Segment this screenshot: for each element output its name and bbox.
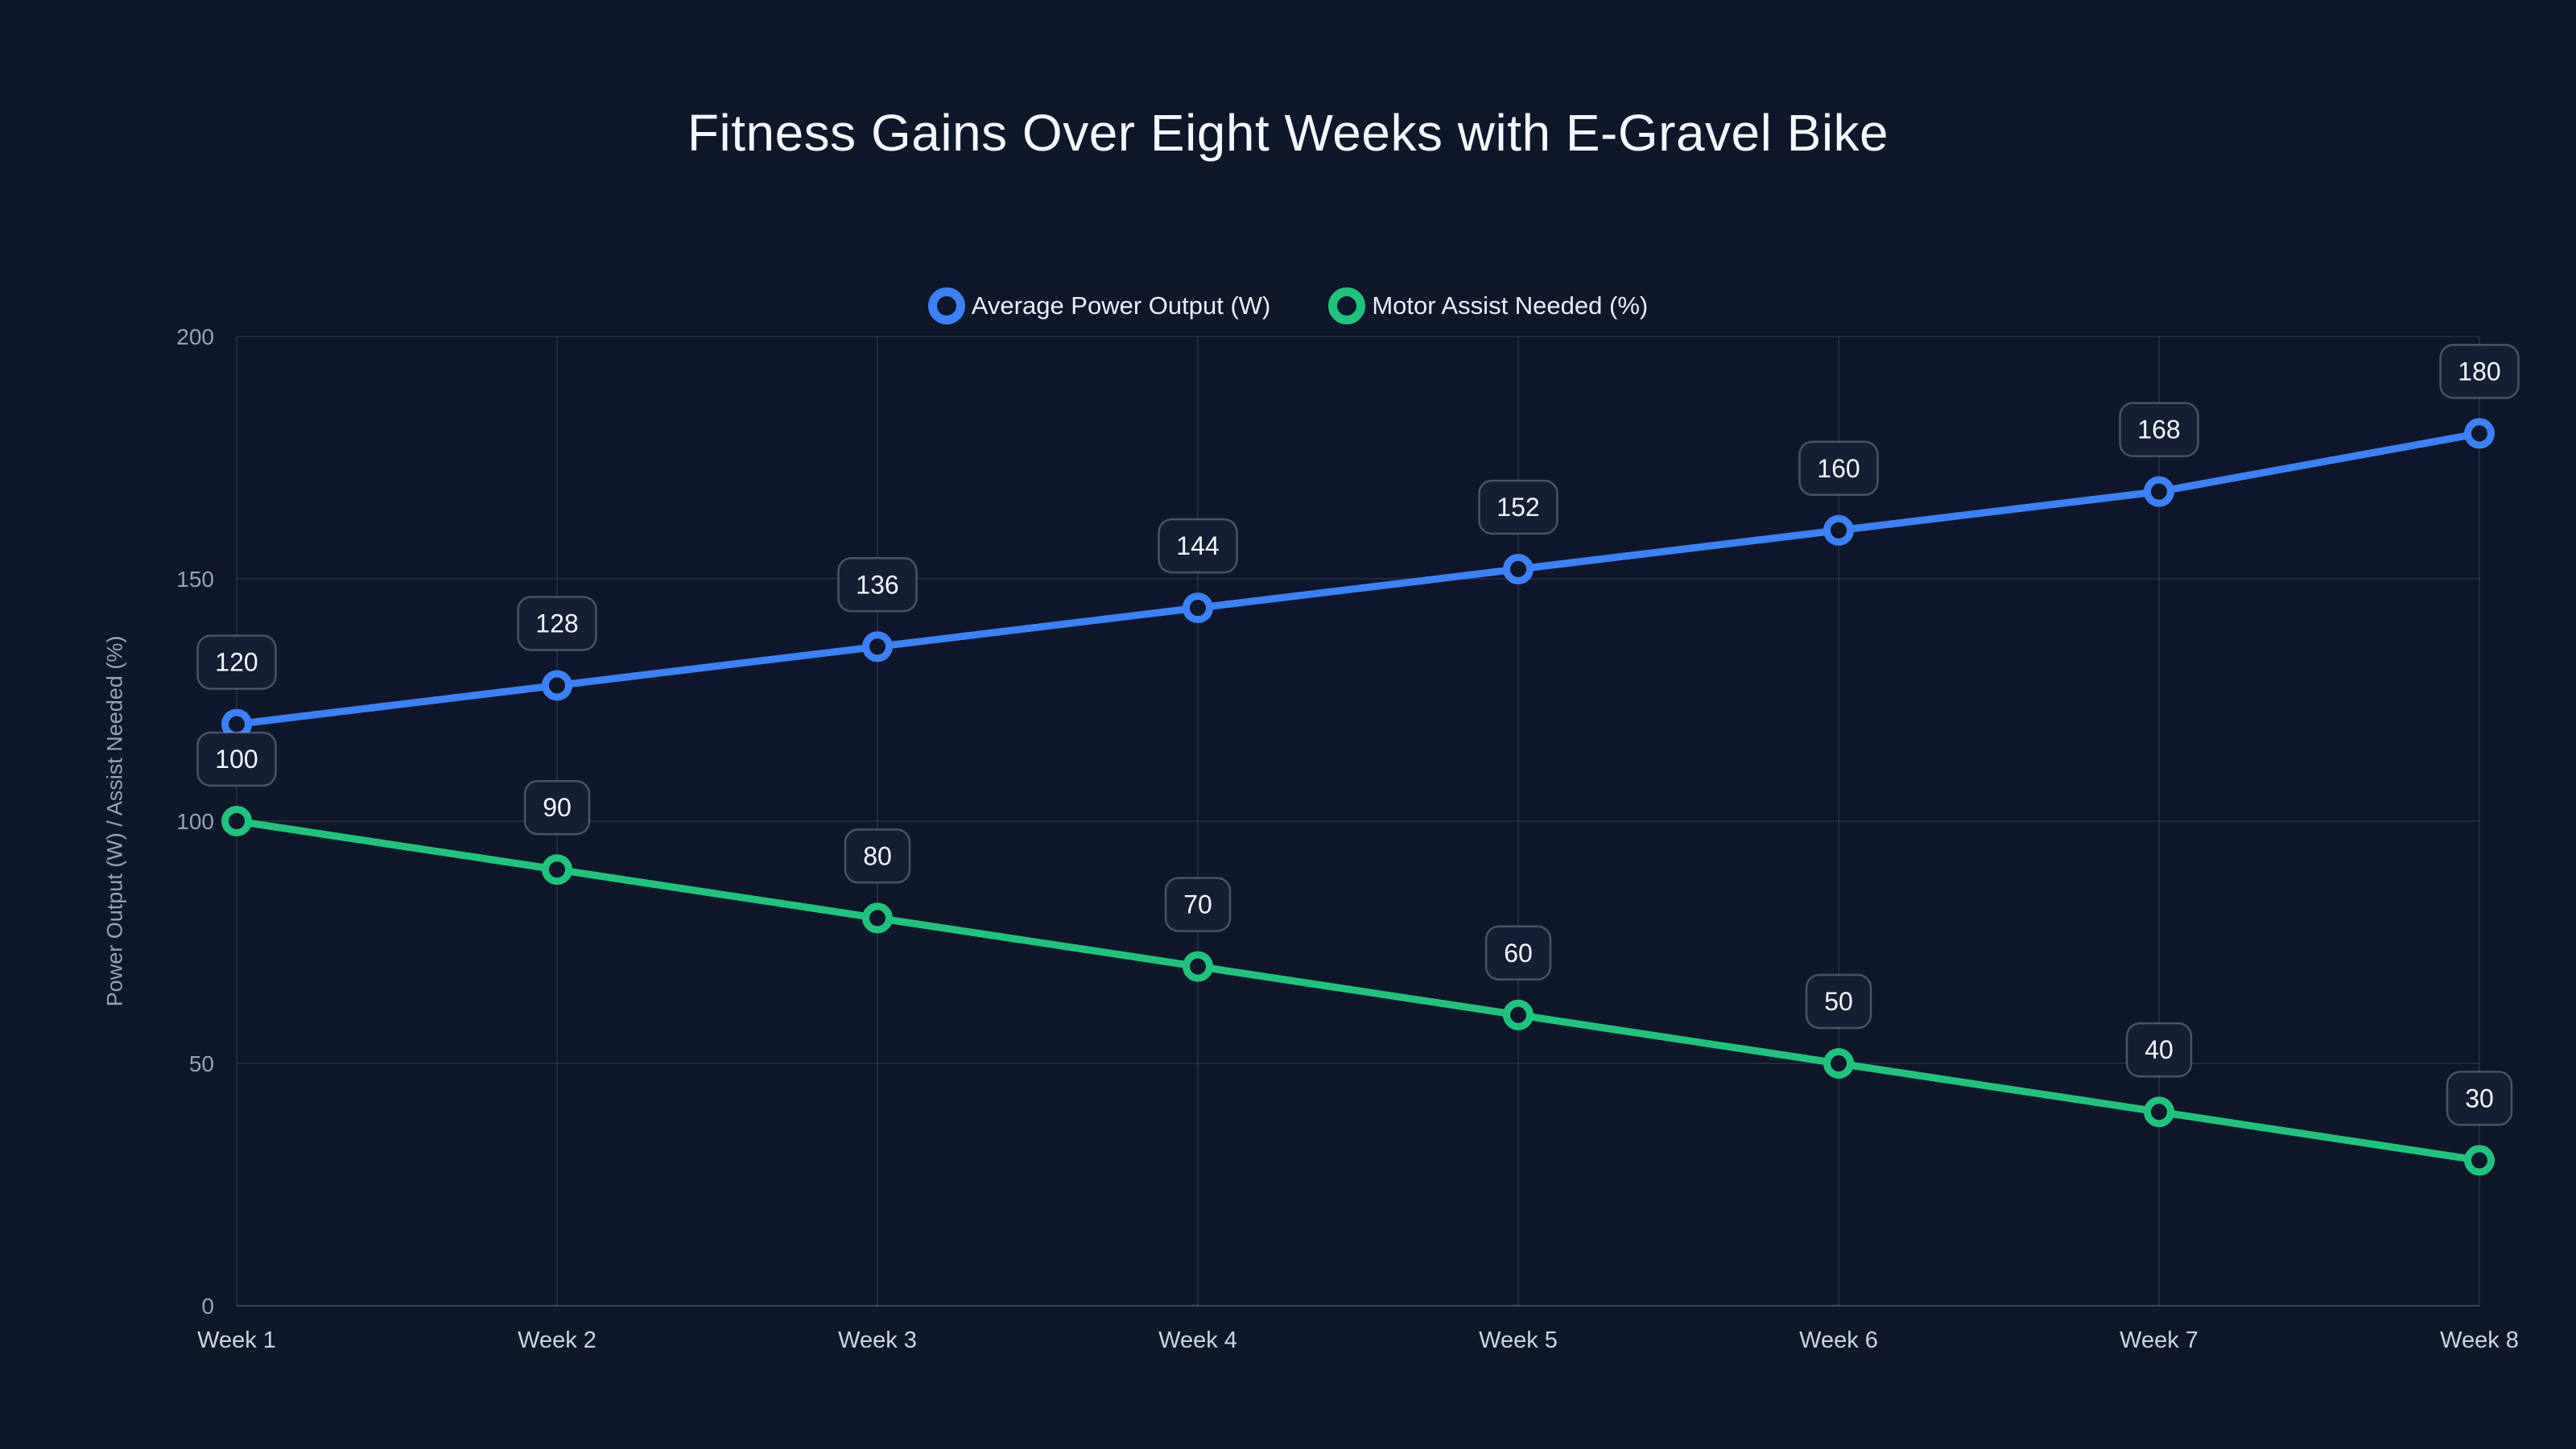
data-label: 70 (1183, 890, 1212, 919)
data-label: 50 (1824, 987, 1853, 1016)
legend-item-average-power-output[interactable]: Average Power Output (W) (927, 287, 1271, 324)
x-tick-label: Week 5 (1479, 1327, 1558, 1353)
x-tick-label: Week 2 (518, 1327, 597, 1353)
data-label: 152 (1496, 493, 1539, 522)
data-label-box (517, 596, 597, 651)
chart-title: Fitness Gains Over Eight Weeks with E-Gr… (687, 104, 1889, 162)
data-label: 180 (2458, 357, 2500, 386)
x-tick-label: Week 6 (1799, 1327, 1878, 1353)
legend-label: Motor Assist Needed (%) (1372, 291, 1649, 320)
data-label-box (1164, 877, 1232, 932)
data-label-box (1798, 440, 1879, 497)
x-tick-label: Week 7 (2120, 1327, 2198, 1353)
data-point[interactable] (542, 670, 572, 701)
data-point[interactable] (1503, 553, 1534, 584)
y-tick-label: 150 (176, 567, 214, 592)
data-label: 60 (1504, 939, 1533, 968)
data-label-box (844, 828, 911, 884)
data-label-box (196, 634, 277, 690)
x-tick-label: Week 3 (838, 1327, 917, 1353)
x-tick-label: Week 8 (2440, 1327, 2519, 1353)
x-tick-label: Week 4 (1158, 1327, 1237, 1353)
series-line (233, 429, 2483, 729)
data-label-box (2119, 402, 2199, 457)
data-point[interactable] (1183, 592, 1213, 624)
data-point[interactable] (1823, 514, 1854, 546)
data-label: 160 (1817, 454, 1860, 483)
data-label: 168 (2137, 415, 2180, 444)
data-point[interactable] (862, 631, 893, 663)
data-point[interactable] (2144, 476, 2174, 507)
data-label: 136 (856, 570, 898, 599)
data-label: 90 (543, 793, 572, 822)
data-label-box (837, 557, 918, 613)
y-tick-label: 0 (201, 1294, 214, 1319)
data-point[interactable] (2464, 418, 2495, 449)
data-label: 40 (2145, 1035, 2174, 1064)
data-label: 144 (1176, 531, 1219, 560)
data-label-box (523, 779, 591, 836)
data-label-box (1478, 479, 1558, 535)
data-label-box (1158, 518, 1238, 574)
legend: Average Power Output (W) Motor Assist Ne… (0, 287, 2576, 324)
data-label-box (1805, 973, 1872, 1030)
legend-marker-circle-icon (927, 287, 965, 324)
data-label: 100 (215, 745, 258, 774)
data-label-box (2439, 344, 2520, 399)
y-tick-label: 50 (189, 1051, 214, 1076)
data-label-box (1484, 925, 1552, 981)
legend-marker-circle-icon (1328, 287, 1366, 324)
data-label-box (2125, 1022, 2193, 1078)
data-point[interactable] (1823, 1048, 1854, 1079)
y-tick-label: 100 (176, 809, 214, 834)
data-label-box (196, 731, 277, 787)
data-point[interactable] (1503, 999, 1534, 1030)
legend-label: Average Power Output (W) (971, 291, 1271, 320)
y-tick-label: 200 (176, 324, 214, 349)
data-label: 128 (535, 609, 578, 638)
data-point[interactable] (221, 806, 252, 836)
legend-item-motor-assist-needed[interactable]: Motor Assist Needed (%) (1328, 287, 1648, 324)
data-label: 120 (215, 648, 258, 677)
data-point[interactable] (2464, 1145, 2495, 1176)
data-point[interactable] (542, 854, 572, 886)
data-point[interactable] (1183, 951, 1213, 982)
data-label: 80 (863, 841, 892, 870)
series-line (233, 817, 2483, 1164)
data-point[interactable] (862, 902, 893, 934)
data-label-box (2446, 1071, 2513, 1126)
x-tick-label: Week 1 (197, 1327, 276, 1353)
data-label: 30 (2465, 1084, 2494, 1113)
data-point[interactable] (2144, 1096, 2174, 1128)
